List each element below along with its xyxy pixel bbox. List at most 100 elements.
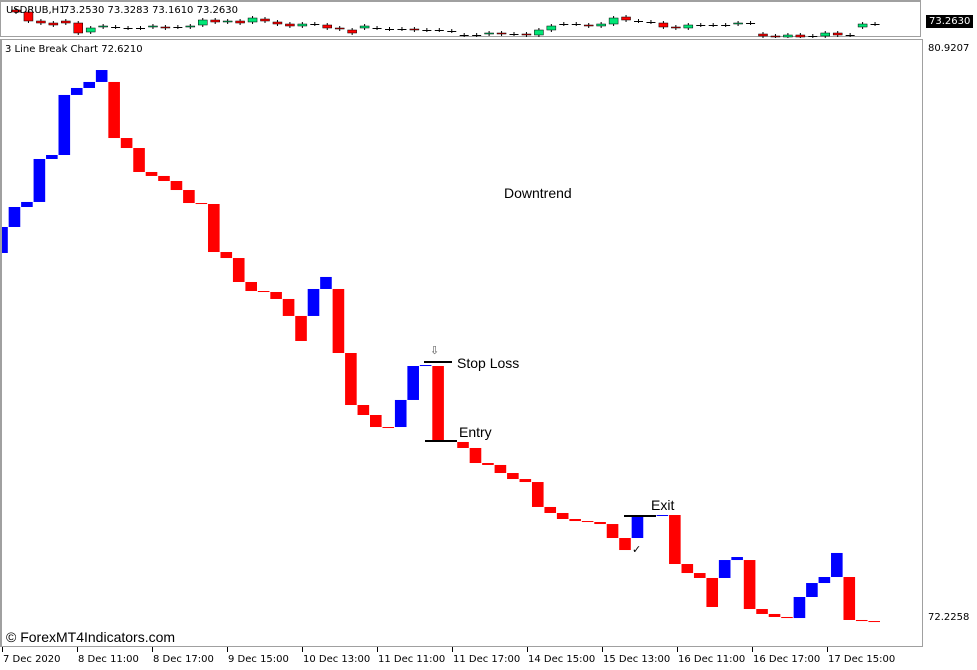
bull-candle bbox=[733, 22, 743, 25]
down-brick bbox=[494, 464, 507, 474]
down-brick bbox=[619, 538, 631, 551]
down-brick bbox=[170, 181, 183, 191]
down-brick bbox=[482, 463, 494, 465]
bull-candle bbox=[247, 17, 258, 23]
down-brick bbox=[382, 427, 395, 429]
time-axis-tick bbox=[2, 647, 3, 652]
down-brick bbox=[781, 616, 793, 619]
down-brick bbox=[556, 512, 569, 519]
down-brick bbox=[669, 515, 681, 565]
time-axis-tick bbox=[377, 647, 378, 652]
price-chart-panel[interactable]: USDRUB,H1 73.2530 73.3283 73.1610 73.263… bbox=[0, 0, 921, 38]
up-brick bbox=[818, 577, 831, 584]
up-brick bbox=[21, 201, 33, 208]
bear-candle bbox=[285, 23, 295, 27]
check-icon: ✓ bbox=[632, 544, 642, 556]
down-brick bbox=[756, 609, 768, 614]
bear-candle bbox=[832, 32, 843, 36]
indicator-chart-panel[interactable]: 3 Line Break Chart 72.6210 bbox=[0, 39, 923, 647]
doji-candle bbox=[845, 35, 855, 36]
bull-candle bbox=[534, 29, 544, 36]
down-brick bbox=[457, 441, 469, 448]
bear-candle bbox=[11, 9, 21, 13]
time-axis-label: 14 Dec 15:00 bbox=[528, 654, 596, 665]
time-axis-tick bbox=[77, 647, 78, 652]
time-axis-tick bbox=[152, 647, 153, 652]
time-axis-label: 15 Dec 13:00 bbox=[603, 654, 671, 665]
time-axis-label: 16 Dec 11:00 bbox=[678, 654, 746, 665]
down-arrow-icon: ⇩ bbox=[430, 345, 440, 357]
doji-candle bbox=[372, 28, 382, 29]
bull-candle bbox=[484, 32, 494, 35]
bear-candle bbox=[23, 11, 34, 22]
bull-candle bbox=[198, 19, 208, 26]
up-brick bbox=[656, 515, 669, 517]
doji-candle bbox=[708, 25, 718, 26]
bear-candle bbox=[322, 24, 332, 29]
down-brick bbox=[257, 291, 270, 293]
bear-candle bbox=[61, 20, 71, 24]
time-axis-label: 8 Dec 17:00 bbox=[153, 654, 214, 665]
down-brick bbox=[693, 573, 706, 578]
bull-candle bbox=[222, 20, 233, 23]
down-brick bbox=[606, 524, 619, 539]
bull-candle bbox=[596, 23, 606, 27]
time-axis-label: 16 Dec 17:00 bbox=[753, 654, 821, 665]
down-brick bbox=[195, 203, 208, 205]
down-brick bbox=[544, 506, 557, 513]
bear-candle bbox=[73, 22, 83, 34]
down-brick bbox=[507, 473, 519, 480]
time-axis-tick bbox=[302, 647, 303, 652]
up-brick bbox=[2, 226, 8, 253]
doji-candle bbox=[634, 21, 643, 22]
down-brick bbox=[220, 252, 233, 259]
bear-candle bbox=[521, 33, 532, 36]
up-brick bbox=[33, 158, 46, 202]
down-brick bbox=[743, 560, 756, 610]
time-axis-label: 10 Dec 13:00 bbox=[303, 654, 371, 665]
up-brick bbox=[46, 155, 58, 159]
up-brick bbox=[394, 399, 407, 428]
bear-candle bbox=[210, 19, 220, 23]
entry-label: Entry bbox=[459, 424, 492, 440]
doji-candle bbox=[696, 25, 706, 26]
bear-candle bbox=[758, 33, 768, 37]
doji-candle bbox=[746, 23, 756, 24]
current-price-tag: 73.2630 bbox=[926, 15, 974, 28]
bear-candle bbox=[671, 26, 681, 29]
bear-candle bbox=[36, 20, 46, 24]
up-brick bbox=[831, 552, 843, 578]
doji-candle bbox=[509, 34, 519, 35]
time-axis-tick bbox=[227, 647, 228, 652]
up-brick bbox=[806, 583, 818, 597]
up-brick bbox=[8, 207, 21, 227]
down-brick bbox=[357, 405, 370, 415]
down-brick bbox=[295, 315, 307, 341]
bear-candle bbox=[347, 29, 357, 34]
down-brick bbox=[158, 175, 170, 182]
down-brick bbox=[232, 258, 245, 282]
price-axis-bottom-label: 72.2258 bbox=[928, 612, 970, 623]
downtrend-label: Downtrend bbox=[504, 185, 572, 201]
bear-candle bbox=[272, 21, 283, 25]
bear-candle bbox=[48, 22, 59, 26]
down-brick bbox=[469, 447, 482, 464]
up-brick bbox=[793, 596, 806, 619]
doji-candle bbox=[447, 31, 457, 32]
down-brick bbox=[843, 577, 856, 620]
bull-candle bbox=[546, 25, 557, 31]
up-brick bbox=[731, 557, 743, 561]
bull-candle bbox=[297, 23, 308, 27]
bear-candle bbox=[409, 28, 420, 31]
bull-candle bbox=[359, 25, 370, 29]
three-line-break-chart bbox=[2, 70, 880, 623]
bear-candle bbox=[260, 18, 270, 22]
up-brick bbox=[95, 70, 108, 82]
down-brick bbox=[855, 619, 868, 622]
bear-candle bbox=[583, 24, 594, 27]
doji-candle bbox=[721, 25, 731, 26]
down-brick bbox=[768, 613, 781, 617]
doji-candle bbox=[111, 27, 121, 28]
down-brick bbox=[145, 171, 158, 176]
down-brick bbox=[332, 288, 345, 354]
